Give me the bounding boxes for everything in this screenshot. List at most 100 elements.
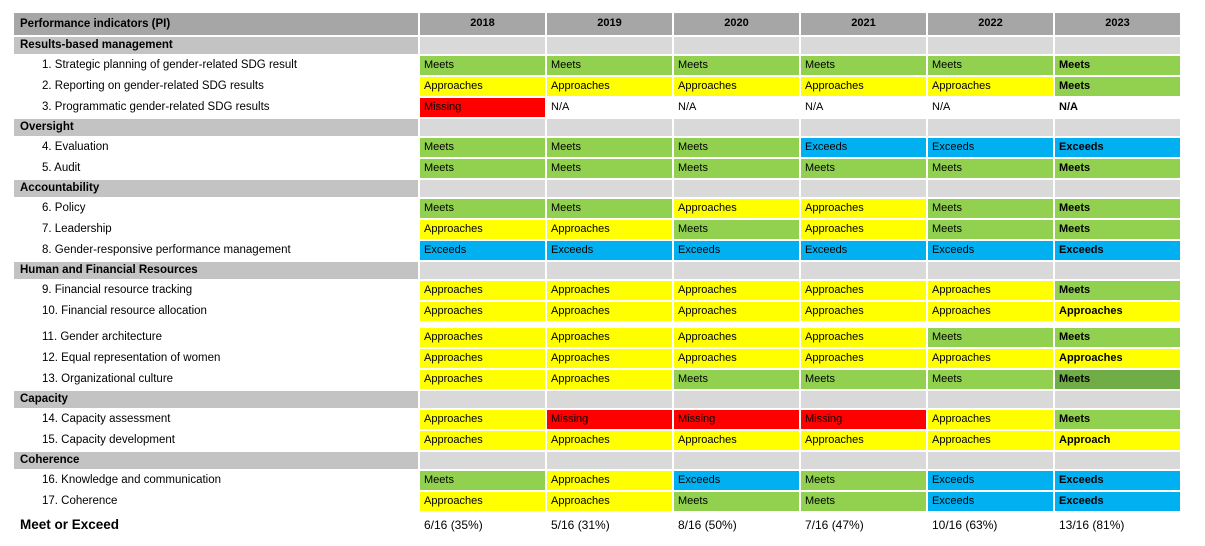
- status-cell-2021: Approaches: [801, 199, 926, 218]
- section-spacer-cell: [928, 391, 1053, 408]
- indicator-row: 8. Gender-responsive performance managem…: [14, 241, 1205, 260]
- status-cell-2022: Meets: [928, 199, 1053, 218]
- section-header-row: Accountability: [14, 180, 1205, 197]
- status-cell-2021: Approaches: [801, 431, 926, 450]
- indicator-label: 4. Evaluation: [14, 138, 418, 157]
- indicator-label: 15. Capacity development: [14, 431, 418, 450]
- section-spacer-cell: [928, 119, 1053, 136]
- section-spacer-cell: [420, 180, 545, 197]
- section-spacer-cell: [1055, 391, 1180, 408]
- status-cell-2022: Meets: [928, 56, 1053, 75]
- status-cell-2020: Approaches: [674, 431, 799, 450]
- section-header-row: Oversight: [14, 119, 1205, 136]
- header-year-2020: 2020: [674, 13, 799, 35]
- section-spacer-cell: [674, 180, 799, 197]
- indicator-label: 7. Leadership: [14, 220, 418, 239]
- indicator-label: 10. Financial resource allocation: [14, 302, 418, 321]
- section-spacer-cell: [801, 391, 926, 408]
- status-cell-2021: Approaches: [801, 281, 926, 300]
- indicator-row: 1. Strategic planning of gender-related …: [14, 56, 1205, 75]
- status-cell-2023: Meets: [1055, 56, 1180, 75]
- status-cell-2019: Approaches: [547, 349, 672, 368]
- indicator-row: 14. Capacity assessment Approaches Missing…: [14, 410, 1205, 429]
- status-cell-2020: Approaches: [674, 302, 799, 321]
- indicator-row: 17. Coherence Approaches Approaches Meets Me…: [14, 492, 1205, 511]
- indicator-label: 3. Programmatic gender-related SDG resul…: [14, 98, 418, 117]
- status-cell-2023: Meets: [1055, 328, 1180, 347]
- status-cell-2021: Meets: [801, 56, 926, 75]
- status-cell-2021: N/A: [805, 100, 824, 113]
- header-year-2021: 2021: [801, 13, 926, 35]
- status-cell-2020: Approaches: [674, 349, 799, 368]
- indicator-label: 2. Reporting on gender-related SDG resul…: [14, 77, 418, 96]
- status-cell-2022: Exceeds: [928, 492, 1053, 511]
- status-cell-2023: N/A: [1059, 100, 1078, 113]
- section-spacer-cell: [928, 180, 1053, 197]
- status-cell-2018: Approaches: [420, 431, 545, 450]
- section-title: Human and Financial Resources: [14, 262, 418, 279]
- status-cell-2021: Meets: [801, 492, 926, 511]
- header-year-2019: 2019: [547, 13, 672, 35]
- status-cell-2021: Exceeds: [801, 241, 926, 260]
- section-spacer-cell: [801, 119, 926, 136]
- status-cell-2018: Meets: [420, 56, 545, 75]
- indicator-label: 6. Policy: [14, 199, 418, 218]
- status-cell-2021: Meets: [801, 471, 926, 490]
- status-cell-2021: Approaches: [801, 220, 926, 239]
- indicator-label: 12. Equal representation of women: [14, 349, 418, 368]
- indicator-row: 2. Reporting on gender-related SDG resul…: [14, 77, 1205, 96]
- summary-value-2021: 7/16 (47%): [801, 513, 926, 538]
- status-cell-2023: Approach: [1055, 431, 1180, 450]
- section-spacer-cell: [547, 37, 672, 54]
- section-spacer-cell: [547, 391, 672, 408]
- indicator-label: 5. Audit: [14, 159, 418, 178]
- indicator-row: 10. Financial resource allocation Approac…: [14, 302, 1205, 321]
- status-cell-2023: Approaches: [1055, 349, 1180, 368]
- status-cell-2022: Exceeds: [928, 471, 1053, 490]
- indicator-label: 13. Organizational culture: [14, 370, 418, 389]
- indicator-row: 16. Knowledge and communication Meets Appr…: [14, 471, 1205, 490]
- status-cell-2018: Exceeds: [420, 241, 545, 260]
- section-spacer-cell: [547, 452, 672, 469]
- status-cell-2022: Exceeds: [928, 241, 1053, 260]
- section-title: Capacity: [14, 391, 418, 408]
- status-cell-2023: Exceeds: [1055, 492, 1180, 511]
- indicator-row: 5. Audit Meets Meets Meets Meets Meets Meets: [14, 159, 1205, 178]
- status-cell-2021: Approaches: [801, 302, 926, 321]
- section-spacer-cell: [1055, 37, 1180, 54]
- status-cell-2018: Approaches: [420, 492, 545, 511]
- summary-label: Meet or Exceed: [14, 513, 418, 538]
- status-cell-2021: Meets: [801, 370, 926, 389]
- section-title: Accountability: [14, 180, 418, 197]
- header-year-2023: 2023: [1055, 13, 1180, 35]
- section-spacer-cell: [1055, 262, 1180, 279]
- summary-value-2019: 5/16 (31%): [547, 513, 672, 538]
- status-cell-2019: Approaches: [547, 302, 672, 321]
- section-header-row: Coherence: [14, 452, 1205, 469]
- status-cell-2020: Exceeds: [674, 241, 799, 260]
- status-cell-2022: Meets: [928, 159, 1053, 178]
- status-cell-2023: Exceeds: [1055, 241, 1180, 260]
- indicator-row: 4. Evaluation Meets Meets Meets Exceeds Excee…: [14, 138, 1205, 157]
- status-cell-2021: Approaches: [801, 328, 926, 347]
- status-cell-2021: Missing: [801, 410, 926, 429]
- status-cell-2019: Meets: [547, 159, 672, 178]
- status-cell-2022: Meets: [928, 370, 1053, 389]
- section-spacer-cell: [420, 37, 545, 54]
- status-cell-2019: Approaches: [547, 492, 672, 511]
- status-cell-2020: Approaches: [674, 328, 799, 347]
- table-header-row: Performance indicators (PI) 2018 2019 20…: [14, 13, 1205, 35]
- section-spacer-cell: [1055, 180, 1180, 197]
- section-spacer-cell: [801, 262, 926, 279]
- status-cell-2021: Exceeds: [801, 138, 926, 157]
- indicator-row: 9. Financial resource tracking Approaches…: [14, 281, 1205, 300]
- status-cell-2018: Approaches: [420, 370, 545, 389]
- status-cell-2018: Meets: [420, 471, 545, 490]
- section-spacer-cell: [674, 262, 799, 279]
- status-cell-2022: Meets: [928, 328, 1053, 347]
- status-cell-2018: Approaches: [420, 220, 545, 239]
- section-spacer-cell: [801, 180, 926, 197]
- header-year-2022: 2022: [928, 13, 1053, 35]
- status-cell-2019: Approaches: [547, 281, 672, 300]
- status-cell-2020: Meets: [674, 492, 799, 511]
